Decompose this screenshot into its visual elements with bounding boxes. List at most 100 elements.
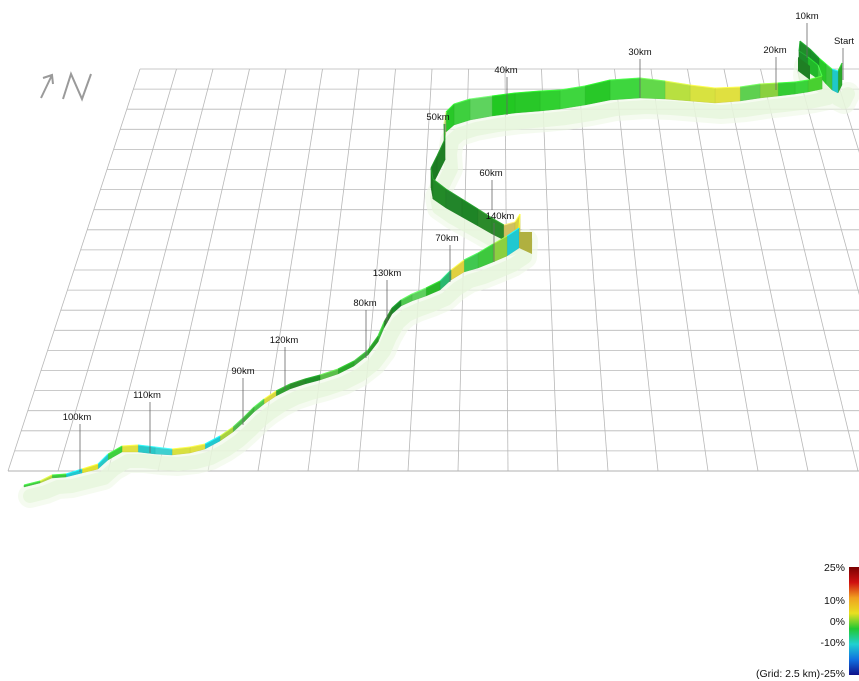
ribbon-top-edge [232, 416, 245, 428]
north-letter-icon [62, 71, 92, 102]
grid-line [723, 68, 809, 472]
ribbon-top-edge [453, 98, 471, 105]
ribbon-top-edge [81, 463, 99, 470]
grid-line [577, 68, 609, 472]
north-arrow-icon [40, 73, 54, 99]
gradient-colorbar [849, 567, 859, 675]
ribbon-top-edge [739, 83, 761, 88]
grid-line [541, 68, 559, 472]
ribbon-top-edge [539, 89, 561, 92]
marker-label: 90km [231, 366, 254, 377]
ribbon-top-edge [443, 111, 447, 125]
grid-line [796, 68, 859, 296]
marker-label: 140km [486, 211, 515, 222]
ribbon-top-edge [65, 468, 83, 475]
ribbon-top-edge [798, 40, 801, 52]
ribbon-top-edge [759, 82, 779, 85]
ribbon-top-edge [107, 445, 123, 455]
ribbon-top-edge [432, 178, 447, 190]
distance-markers: Start 10km 20km 30km 40km 50km 60km 70km 80km 90k… [63, 11, 854, 472]
legend-tick-label: -10% [820, 637, 845, 649]
marker-label: 60km [479, 168, 502, 179]
legend-tick-label: 25% [824, 562, 845, 574]
ribbon-segment [831, 68, 839, 94]
ribbon-top-edge [51, 473, 67, 476]
ribbon-top-edge [304, 374, 321, 380]
ribbon-top-edge [121, 444, 139, 447]
marker-label: 120km [270, 335, 299, 346]
ribbon-top-edge [383, 307, 393, 323]
ribbon-top-edge [430, 155, 438, 169]
ribbon-top-edge [430, 167, 434, 180]
marker-label: 110km [133, 390, 161, 401]
north-indicator [40, 71, 92, 102]
marker-label: 20km [763, 45, 786, 56]
ribbon-top-edge [400, 293, 413, 301]
ribbon-top-edge [798, 50, 809, 58]
ribbon-top-edge [609, 77, 641, 81]
grid-line [107, 68, 214, 472]
marker-label: 10km [795, 11, 818, 22]
ribbon-top-edge [461, 198, 479, 210]
ribbon-top-edge [584, 79, 611, 87]
grid-line [407, 68, 433, 472]
ribbon-top-edge [275, 383, 291, 392]
ribbon-top-edge [436, 138, 446, 157]
ribbon-start-cap [798, 57, 810, 80]
ribbon-top-edge [799, 40, 811, 50]
ribbon-top-edge [492, 235, 508, 245]
grid-line [614, 68, 659, 472]
ribbon-top-edge [825, 63, 833, 70]
ribbon-top-edge [154, 446, 173, 450]
ribbon-top-edge [817, 64, 823, 77]
route-elevation-ribbon [23, 40, 843, 488]
grid-line [650, 68, 709, 472]
ribbon-top-edge [39, 474, 53, 482]
marker-label: 130km [373, 268, 402, 279]
ribbon-top-edge [377, 321, 385, 337]
ribbon-top-edge [189, 443, 206, 448]
ribbon-segment [609, 77, 641, 101]
grid-line [57, 68, 177, 472]
ribbon-top-edge [809, 48, 820, 59]
ribbon-top-edge [559, 85, 586, 91]
ribbon-top-edge [807, 56, 819, 66]
ribbon-segment [514, 90, 541, 114]
ribbon-segment [491, 92, 516, 117]
ribbon-top-edge [391, 299, 402, 309]
ribbon-top-edge [794, 79, 809, 83]
ribbon-segment [759, 82, 779, 99]
legend-tick-label: -25% [820, 668, 845, 680]
ribbon-top-edge [219, 426, 234, 437]
ribbon-top-edge [503, 221, 516, 226]
ribbon-top-edge [714, 86, 741, 89]
ribbon-top-edge [664, 80, 691, 86]
ribbon-top-edge [137, 444, 156, 448]
ribbon-top-edge [491, 92, 516, 97]
ribbon-top-edge [463, 252, 479, 261]
ribbon-top-edge [837, 62, 843, 72]
ribbon-top-edge [171, 446, 191, 450]
ribbon-top-edge [777, 81, 796, 84]
ribbon-top-edge [831, 68, 839, 72]
grid-line [833, 68, 859, 153]
legend-tick-label: 0% [830, 616, 845, 628]
ribbon-top-edge [445, 188, 463, 200]
ribbon-segment [714, 86, 741, 104]
marker-label: Start [834, 36, 854, 47]
grid-line [307, 68, 360, 472]
ribbon-top-edge [439, 269, 452, 282]
ground-grid [7, 68, 859, 472]
grid-line [207, 68, 287, 472]
ribbon-top-edge [450, 259, 465, 271]
ribbon-top-edge [411, 287, 427, 295]
ribbon-top-edge [445, 103, 455, 113]
ribbon-segment [777, 81, 796, 97]
grid-line [157, 68, 250, 472]
grid-line [357, 68, 396, 472]
ribbon-top-edge [367, 335, 379, 351]
ribbon-top-edge [204, 435, 221, 445]
ribbon-end-cap [519, 232, 532, 254]
ribbon-top-edge [23, 480, 41, 486]
